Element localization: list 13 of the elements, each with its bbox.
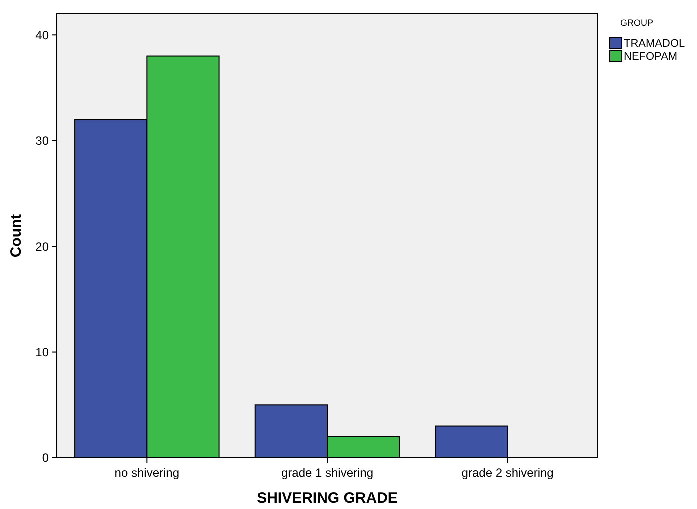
x-tick-label: grade 2 shivering — [462, 466, 554, 480]
y-tick-label: 30 — [36, 134, 50, 148]
y-axis-title: Count — [8, 214, 25, 258]
x-axis-title: SHIVERING GRADE — [257, 490, 398, 507]
y-tick-label: 0 — [42, 451, 50, 466]
legend-title: GROUP — [620, 18, 654, 28]
y-tick-label: 20 — [36, 240, 50, 254]
y-tick-label: 40 — [36, 28, 50, 42]
y-tick-label: 10 — [36, 345, 50, 360]
x-tick-label: no shivering — [114, 466, 180, 480]
legend-label: NEFOPAM — [624, 51, 678, 63]
x-tick-label: grade 1 shivering — [281, 466, 374, 480]
legend-label: TRAMADOL — [624, 38, 686, 50]
